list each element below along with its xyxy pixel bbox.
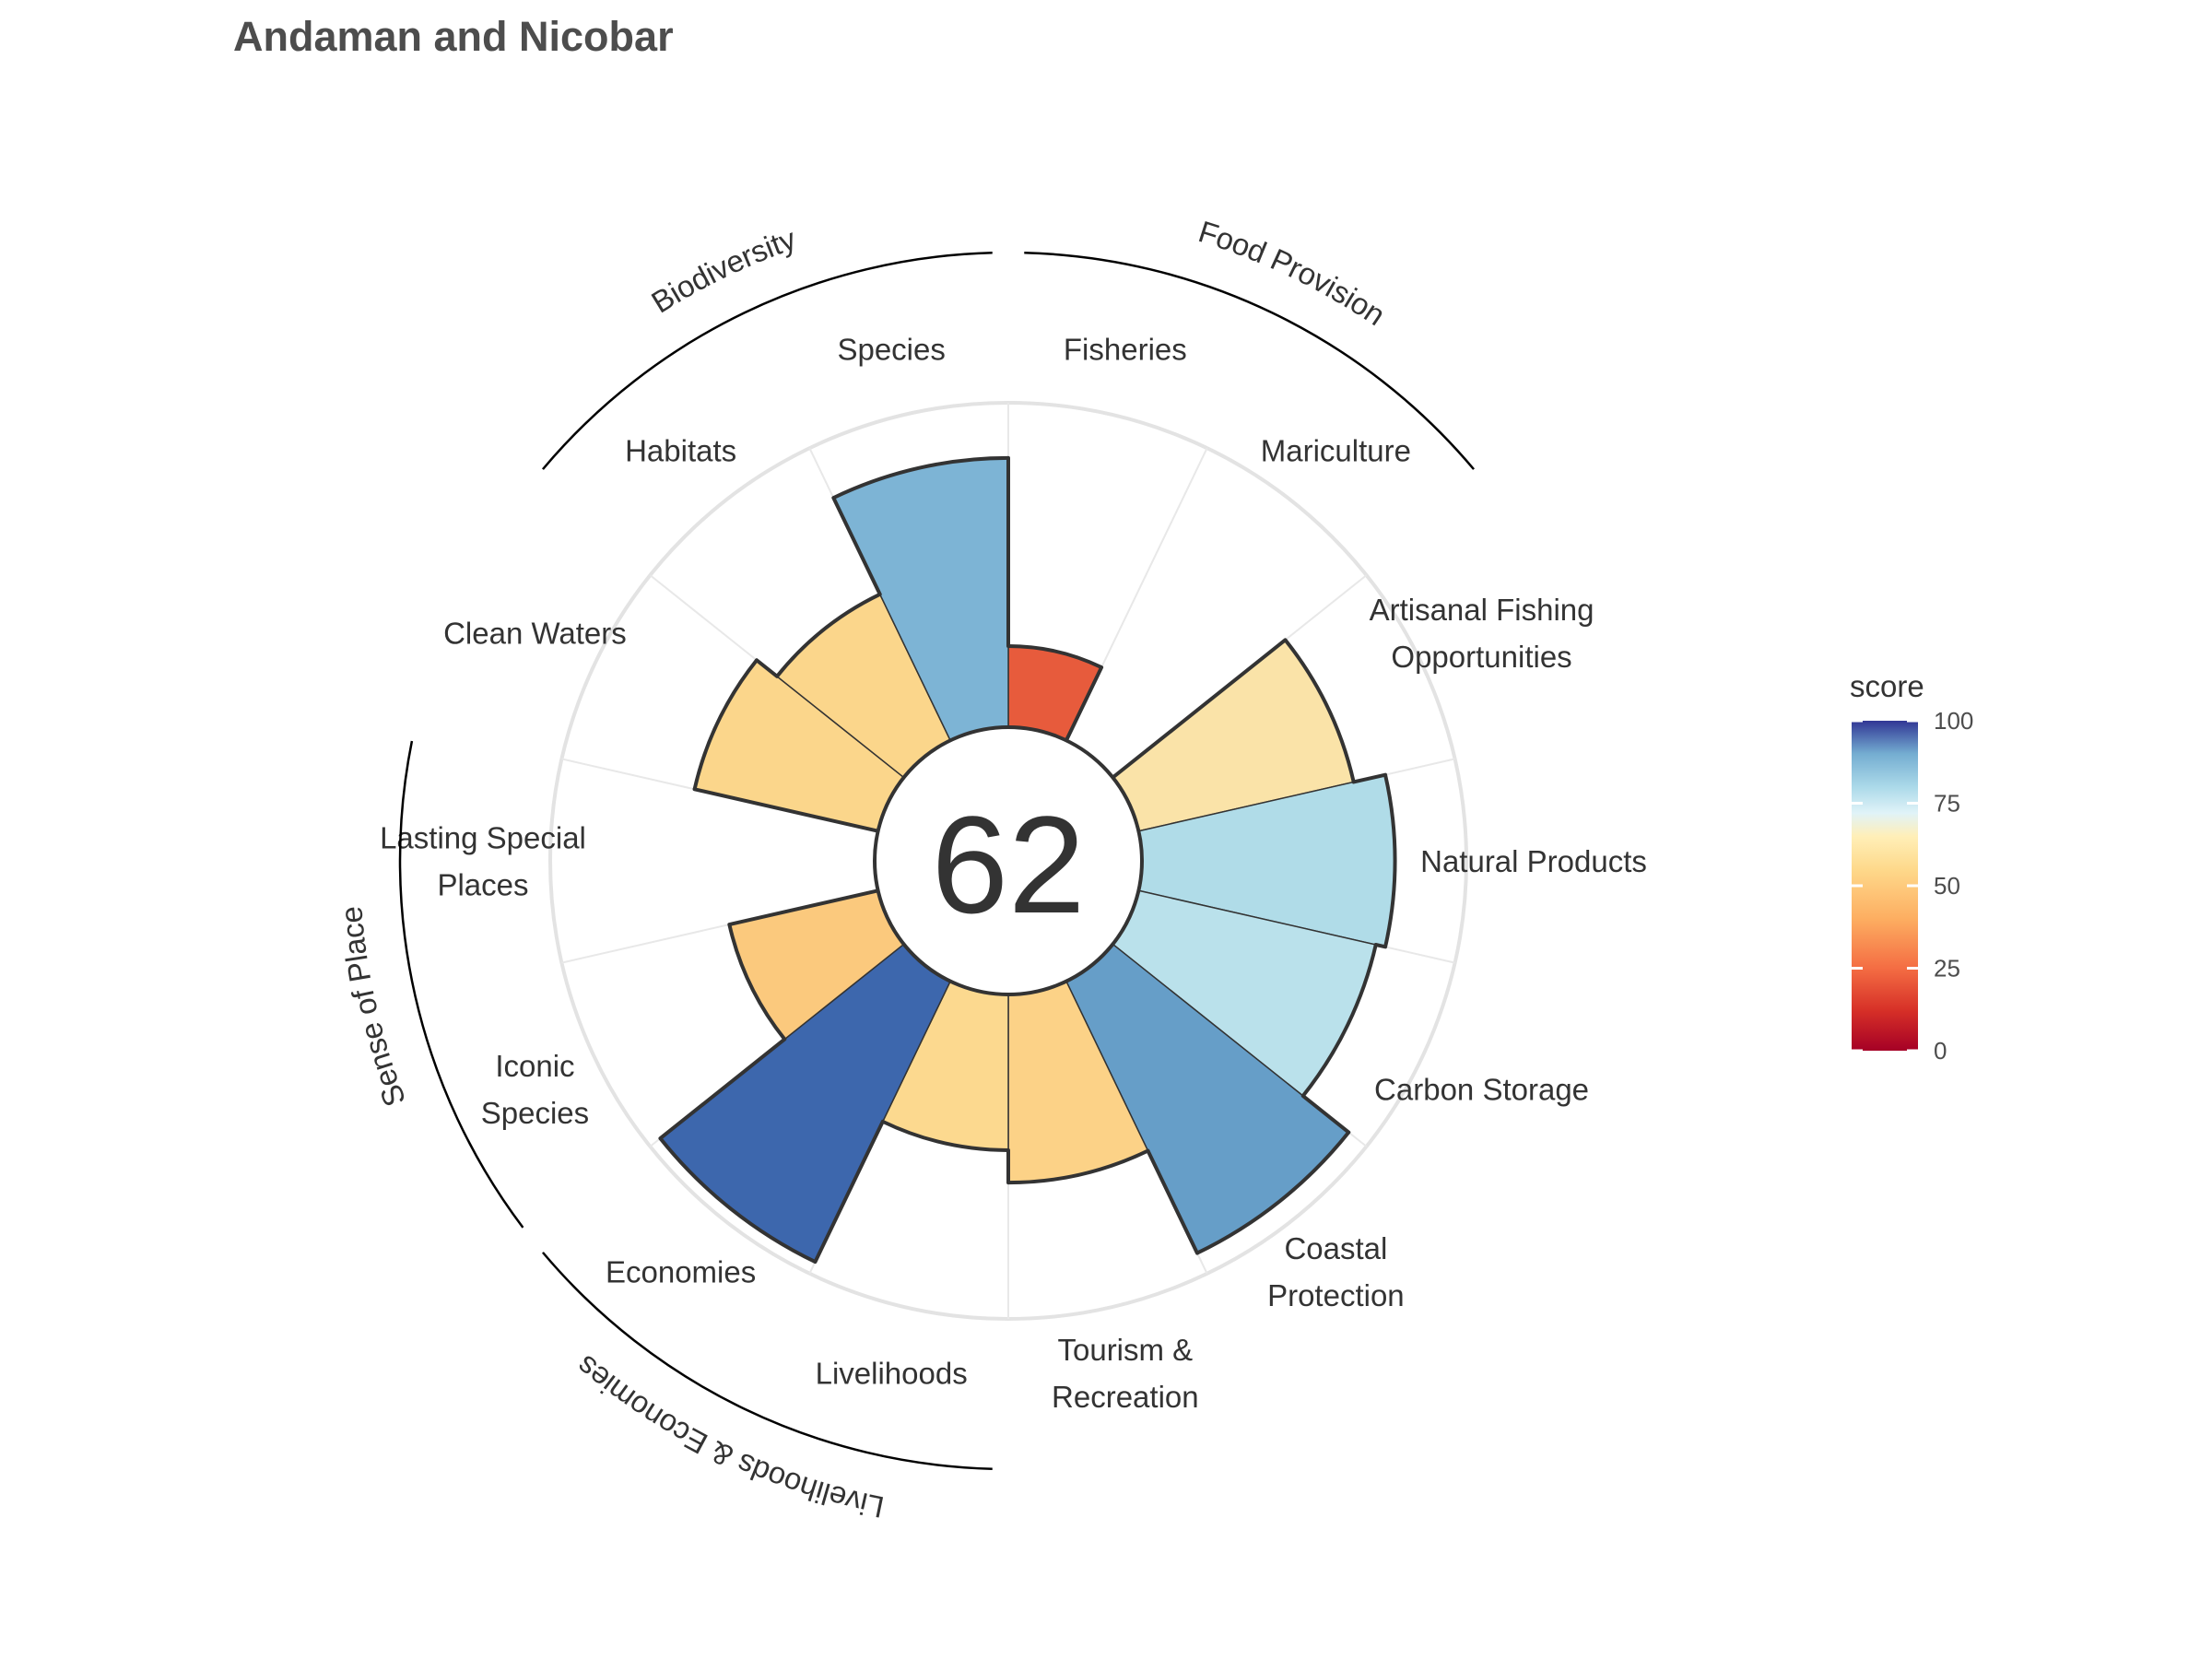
goal-label: Artisanal Fishing Opportunities — [1370, 593, 1594, 674]
chart-title: Andaman and Nicobar — [233, 13, 674, 60]
petal-outline-edge — [658, 1037, 787, 1141]
goal-label: Clean Waters — [443, 617, 627, 651]
goal-label: Fisheries — [1064, 332, 1187, 366]
center-circle — [873, 725, 1144, 996]
petal-outline — [1196, 1131, 1350, 1255]
goal-label-line: Iconic — [495, 1049, 574, 1083]
legend-tick-label: 100 — [1934, 707, 1973, 735]
goal-label-line: Recreation — [1052, 1380, 1199, 1414]
group-label: Food Provision — [1194, 214, 1392, 332]
center-score: 62 — [932, 787, 1086, 942]
petal-outline-edge — [1351, 772, 1388, 784]
center: 62 — [873, 725, 1144, 996]
petal-outline-edge — [831, 496, 882, 596]
legend-tick-label: 0 — [1934, 1037, 1947, 1065]
group-label-text: Food Provision — [1194, 214, 1392, 332]
petal-outline-edge — [1373, 943, 1388, 949]
petal-outline — [692, 659, 759, 790]
petal-outline-edge — [727, 888, 880, 927]
color-legend: score 0 25 50 75 100 — [1850, 669, 1973, 1065]
legend-tick-label: 25 — [1934, 955, 1960, 982]
goal-label: Carbon Storage — [1374, 1072, 1589, 1106]
group-arc — [398, 740, 524, 1229]
petal-outline-edge — [1064, 665, 1104, 743]
petal-outline — [775, 592, 881, 678]
petal-outline — [658, 1136, 817, 1264]
petal-outline-edge — [692, 787, 880, 833]
petal-outline-edge — [755, 658, 780, 678]
goal-label: Economies — [606, 1255, 756, 1289]
petal-outline — [727, 924, 786, 1041]
goal-label-line: Tourism & — [1057, 1333, 1193, 1367]
goal-label-line: Clean Waters — [443, 617, 627, 651]
legend-tick-label: 50 — [1934, 872, 1960, 900]
goal-label: Lasting Special Places — [380, 821, 586, 902]
group-arc — [1024, 251, 1476, 470]
goal-label-line: Species — [481, 1096, 589, 1130]
goal-label-line: Mariculture — [1261, 433, 1411, 467]
petal-outline — [1283, 639, 1356, 782]
petal-outline — [1007, 644, 1102, 669]
goal-label-line: Opportunities — [1391, 640, 1571, 674]
group-label-text: Biodiversity — [645, 221, 800, 319]
legend-ticks: 0 25 50 75 100 — [1852, 707, 1973, 1065]
goal-label: Iconic Species — [481, 1049, 589, 1130]
goal-label-line: Places — [437, 868, 528, 902]
group-label: Biodiversity — [645, 221, 800, 319]
goal-label-line: Fisheries — [1064, 332, 1187, 366]
petal-outlines — [658, 455, 1397, 1265]
petal-outline — [1007, 1148, 1149, 1185]
goal-label-line: Natural Products — [1420, 844, 1647, 878]
goal-label-line: Habitats — [625, 433, 736, 467]
goal-label: Species — [837, 332, 945, 366]
goal-label: Livelihoods — [816, 1357, 968, 1391]
group-arc — [541, 1252, 993, 1471]
legend-tick-label: 75 — [1934, 790, 1960, 818]
goal-label-line: Species — [837, 332, 945, 366]
legend-title: score — [1850, 669, 1924, 703]
group-arc — [541, 251, 993, 470]
petal-outline-edge — [1111, 638, 1288, 780]
group-label: Sense of Place — [334, 905, 412, 1112]
goal-label: Coastal Protection — [1267, 1231, 1405, 1312]
petal-outline — [832, 455, 1009, 500]
petal-outline-edge — [1146, 1148, 1199, 1255]
goal-label-line: Livelihoods — [816, 1357, 968, 1391]
goal-label: Mariculture — [1261, 433, 1411, 467]
petal-outline — [881, 1120, 1009, 1152]
petal-outline — [1383, 774, 1397, 947]
goal-label-line: Protection — [1267, 1278, 1405, 1312]
goal-label-line: Lasting Special — [380, 821, 586, 855]
petal-outline-edge — [813, 1119, 885, 1265]
goal-labels: Fisheries Mariculture Artisanal Fishing Opp… — [380, 332, 1647, 1414]
goal-label: Habitats — [625, 433, 736, 467]
petal-outline — [1301, 944, 1378, 1098]
petals — [659, 457, 1396, 1264]
goal-label-line: Coastal — [1284, 1231, 1387, 1265]
goal-label-line: Carbon Storage — [1374, 1072, 1589, 1106]
goal-label: Natural Products — [1420, 844, 1647, 878]
group-label-text: Sense of Place — [334, 905, 412, 1112]
petal-outline-edge — [1300, 1094, 1351, 1135]
goal-label-line: Economies — [606, 1255, 756, 1289]
goal-label-line: Artisanal Fishing — [1370, 593, 1594, 627]
goal-label: Tourism & Recreation — [1052, 1333, 1199, 1414]
